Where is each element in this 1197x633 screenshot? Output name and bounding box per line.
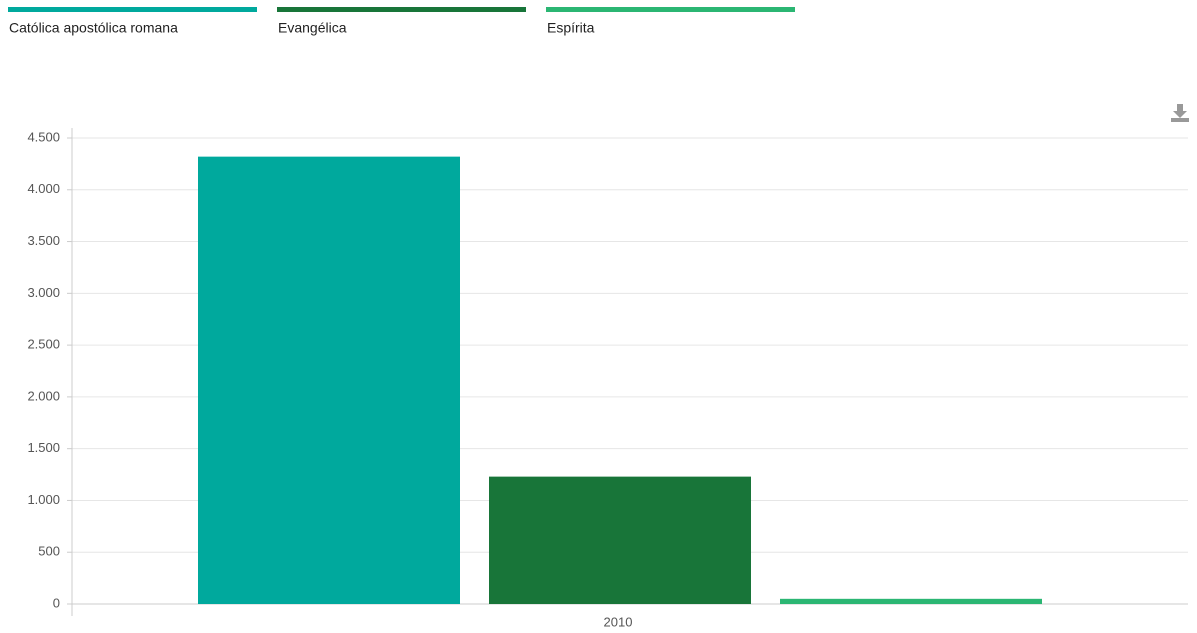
download-button[interactable]: [1171, 104, 1189, 122]
download-icon: [1173, 111, 1187, 118]
bar: [780, 598, 1042, 604]
y-tick-label: 3.000: [27, 285, 60, 300]
legend-label: Evangélica: [278, 20, 347, 36]
y-tick-label: 0: [53, 595, 60, 610]
legend-swatch: [546, 7, 795, 12]
y-tick-label: 2.500: [27, 337, 60, 352]
y-tick-label: 1.500: [27, 440, 60, 455]
legend-swatch: [277, 7, 526, 12]
legend-swatch: [8, 7, 257, 12]
y-tick-label: 4.500: [27, 129, 60, 144]
x-tick-label: 2010: [604, 614, 633, 629]
y-tick-label: 4.000: [27, 181, 60, 196]
y-tick-label: 500: [38, 544, 60, 559]
y-tick-label: 1.000: [27, 492, 60, 507]
bar: [198, 156, 460, 604]
download-icon: [1177, 104, 1183, 112]
download-icon: [1171, 118, 1189, 122]
bar: [489, 476, 751, 604]
y-tick-label: 2.000: [27, 388, 60, 403]
legend-label: Católica apostólica romana: [9, 20, 178, 36]
y-tick-label: 3.500: [27, 233, 60, 248]
legend-label: Espírita: [547, 20, 595, 36]
